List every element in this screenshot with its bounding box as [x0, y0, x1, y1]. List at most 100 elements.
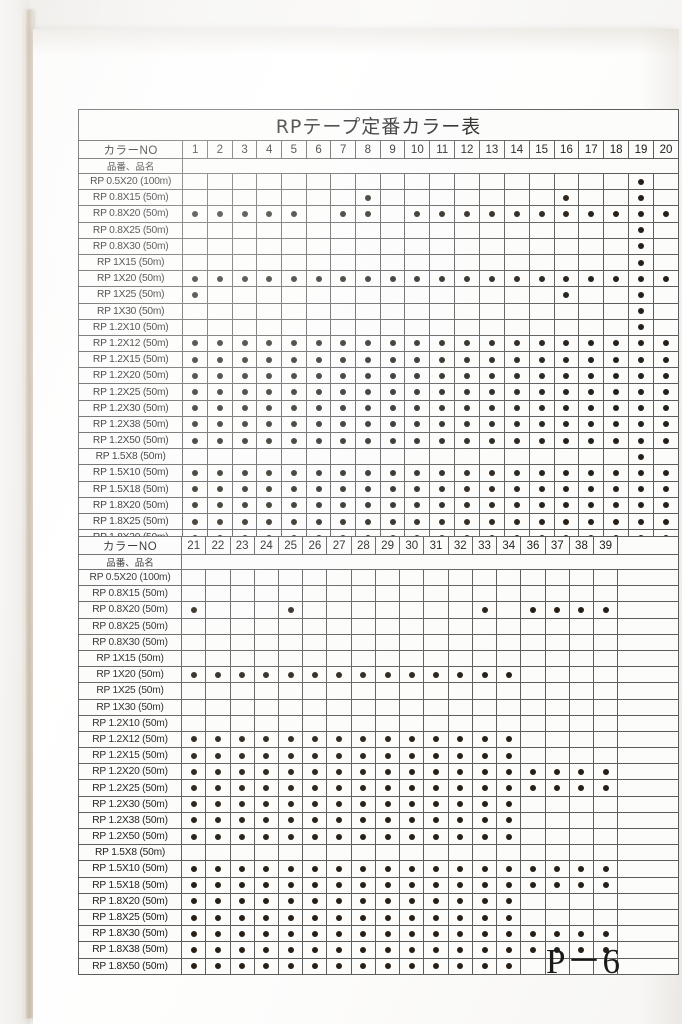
availability-dot — [281, 334, 307, 353]
availability-dot — [553, 431, 580, 450]
availability-dot — [355, 205, 381, 223]
availability-dot — [181, 779, 207, 797]
availability-dot — [229, 827, 255, 846]
availability-empty-cell — [229, 617, 255, 635]
availability-dot — [628, 318, 654, 336]
availability-empty-cell — [593, 698, 619, 716]
availability-empty-cell — [471, 698, 498, 716]
availability-dot — [544, 601, 570, 619]
availability-dot — [429, 399, 456, 417]
availability-dot — [256, 205, 283, 223]
availability-empty-cell — [231, 189, 258, 207]
product-name-cell: RP 1.2X12 (50m) — [77, 730, 183, 749]
availability-empty-cell — [278, 633, 304, 651]
availability-dot — [253, 925, 280, 943]
availability-dot — [350, 941, 376, 959]
table-row: RP 0.8X30 (50m) — [77, 237, 680, 255]
availability-empty-cell — [429, 448, 456, 466]
availability-dot — [374, 941, 401, 959]
table-row: RP 1.2X25 (50m) — [77, 779, 679, 797]
product-name-cell: RP 0.8X30 (50m) — [77, 633, 183, 651]
availability-dot — [404, 399, 431, 417]
availability-dot — [578, 351, 605, 369]
color-number-header: 16 — [553, 140, 580, 159]
product-name-cell: RP 1X15 (50m) — [77, 253, 184, 272]
availability-dot — [374, 925, 401, 943]
table-row: RP 1.8X30 (50m) — [77, 925, 679, 943]
availability-empty-cell — [652, 302, 680, 320]
availability-dot — [478, 205, 505, 223]
availability-empty-cell — [454, 448, 480, 466]
product-name-cell: RP 1.2X25 (50m) — [77, 779, 183, 797]
availability-empty-cell — [578, 448, 605, 466]
availability-empty-cell — [454, 172, 480, 191]
availability-empty-cell — [528, 286, 555, 304]
availability-dot — [528, 205, 555, 223]
availability-dot — [181, 860, 207, 878]
availability-empty-cell — [478, 318, 505, 336]
availability-empty-cell — [544, 747, 570, 765]
availability-empty-cell — [553, 318, 580, 336]
availability-empty-cell — [330, 237, 357, 255]
availability-empty-cell — [229, 601, 255, 619]
product-name-cell: RP 1X30 (50m) — [77, 302, 184, 320]
availability-empty-cell — [593, 827, 619, 846]
availability-empty-cell — [404, 448, 431, 466]
availability-dot — [593, 763, 619, 781]
availability-empty-cell — [593, 649, 619, 668]
availability-dot — [496, 908, 522, 927]
availability-dot — [628, 351, 654, 369]
availability-empty-cell — [471, 682, 498, 700]
availability-empty-cell — [503, 172, 530, 191]
availability-empty-cell — [568, 617, 595, 635]
availability-dot — [355, 415, 381, 434]
color-number-header: 8 — [355, 140, 381, 159]
availability-dot — [253, 763, 280, 781]
availability-dot — [305, 431, 332, 450]
availability-dot — [181, 827, 207, 846]
availability-empty-cell — [350, 844, 376, 862]
availability-empty-cell — [355, 172, 381, 191]
availability-dot — [182, 367, 209, 385]
table-row: RP 1.2X38 (50m) — [77, 811, 679, 830]
product-name-cell: RP 1.8X20 (50m) — [77, 496, 184, 514]
availability-dot — [231, 399, 258, 417]
product-name-cell: RP 0.8X15 (50m) — [77, 189, 184, 207]
color-number-header: 13 — [478, 140, 505, 159]
table-row: RP 1.2X12 (50m) — [77, 730, 679, 749]
page-number: P－6 — [546, 942, 621, 981]
availability-empty-cell — [603, 189, 630, 207]
availability-empty-cell — [181, 844, 207, 862]
availability-empty-cell — [229, 585, 255, 603]
availability-empty-cell — [478, 302, 505, 320]
availability-dot — [578, 383, 605, 401]
availability-empty-cell — [568, 827, 595, 846]
availability-dot — [454, 496, 480, 514]
availability-dot — [471, 860, 498, 878]
availability-dot — [603, 480, 630, 498]
availability-dot — [404, 464, 431, 482]
availability-empty-cell — [229, 844, 255, 862]
availability-empty-cell — [330, 189, 357, 207]
product-name-cell: RP 1.5X8 (50m) — [77, 844, 183, 862]
availability-dot — [305, 334, 332, 353]
availability-dot — [207, 367, 233, 385]
availability-empty-cell — [231, 237, 258, 255]
availability-dot — [578, 399, 605, 417]
availability-empty-cell — [207, 302, 233, 320]
availability-dot — [404, 496, 431, 514]
availability-dot — [471, 666, 498, 684]
availability-dot — [520, 860, 546, 878]
empty-trailing-cell — [617, 568, 679, 587]
availability-empty-cell — [355, 221, 381, 239]
availability-dot — [399, 908, 425, 927]
product-name-cell: RP 1.2X50 (50m) — [77, 431, 184, 450]
availability-empty-cell — [379, 189, 406, 207]
availability-dot — [355, 270, 381, 288]
availability-dot — [355, 383, 381, 401]
availability-empty-cell — [454, 253, 480, 272]
availability-empty-cell — [568, 811, 595, 830]
availability-dot — [399, 779, 425, 797]
availability-empty-cell — [399, 601, 425, 619]
product-name-cell: RP 0.8X15 (50m) — [77, 585, 183, 603]
